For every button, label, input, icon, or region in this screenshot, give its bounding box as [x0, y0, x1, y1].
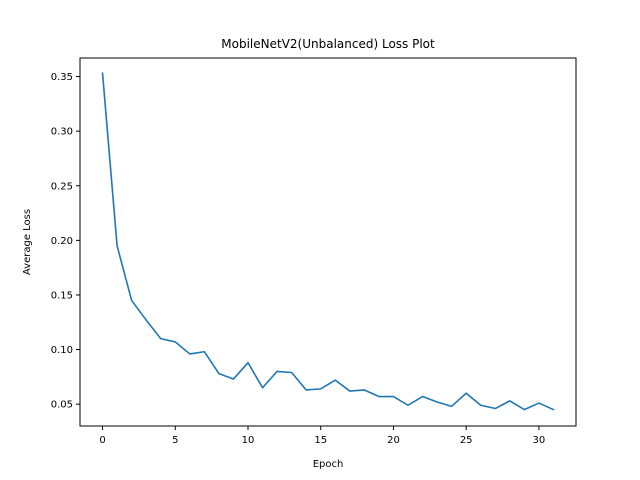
y-tick-label-3: 0.20: [51, 236, 73, 247]
x-tick-label-1: 5: [172, 435, 178, 446]
y-tick-label-1: 0.10: [51, 345, 73, 356]
x-axis-label: Epoch: [313, 459, 344, 470]
y-tick-label-2: 0.15: [51, 290, 73, 301]
x-tick-label-5: 25: [460, 435, 473, 446]
y-tick-label-6: 0.35: [51, 72, 73, 83]
x-tick-label-4: 20: [387, 435, 400, 446]
series-line-0: [101, 72, 555, 411]
y-tick-label-4: 0.25: [51, 181, 73, 192]
y-tick-label-0: 0.05: [51, 400, 73, 411]
y-tick-label-5: 0.30: [51, 127, 73, 138]
series-group: [101, 72, 555, 411]
plot-frame: [79, 57, 577, 427]
x-tick-label-2: 10: [242, 435, 255, 446]
x-tick-label-0: 0: [99, 435, 105, 446]
axis-ticks: 0 5 10 15 20 25 30 0.05 0.10 0.15 0.20 0.25 0.30 0.35: [51, 72, 546, 446]
chart-title: MobileNetV2(Unbalanced) Loss Plot: [221, 37, 435, 51]
y-axis-label: Average Loss: [22, 209, 33, 275]
x-tick-label-3: 15: [314, 435, 327, 446]
x-tick-label-6: 30: [533, 435, 546, 446]
